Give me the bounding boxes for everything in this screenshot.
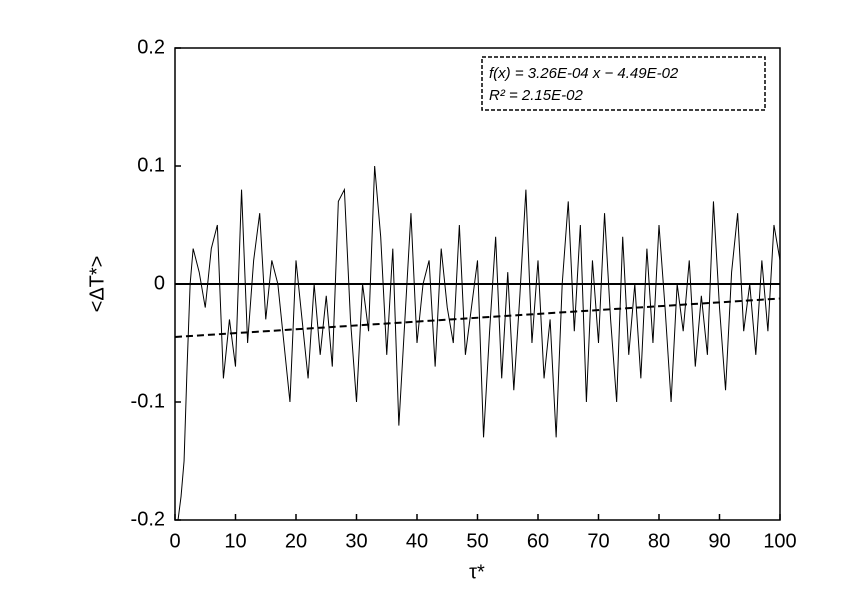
y-tick-label: 0.1 [137,154,165,176]
y-tick-label: -0.2 [131,508,165,530]
x-tick-label: 30 [345,530,367,552]
x-tick-label: 40 [406,530,428,552]
x-tick-label: 10 [224,530,246,552]
y-tick-label: 0.2 [137,36,165,58]
x-tick-label: 50 [466,530,488,552]
x-axis-label: τ* [469,561,485,583]
annotation-text: f(x) = 3.26E-04 x − 4.49E-02 [489,65,679,82]
data-line [174,297,781,338]
x-tick-label: 80 [648,530,670,552]
x-tick-label: 90 [708,530,730,552]
x-tick-label: 60 [527,530,549,552]
annotation-text: R² = 2.15E-02 [489,87,583,104]
y-axis-label: <ΔT*> [86,256,108,313]
x-tick-label: 0 [169,530,180,552]
y-tick-label: 0 [154,272,165,294]
x-tick-label: 100 [763,530,796,552]
y-tick-label: -0.1 [131,390,165,412]
annotation-box [481,56,766,111]
x-tick-label: 70 [587,530,609,552]
x-tick-label: 20 [285,530,307,552]
data-line [177,165,781,521]
